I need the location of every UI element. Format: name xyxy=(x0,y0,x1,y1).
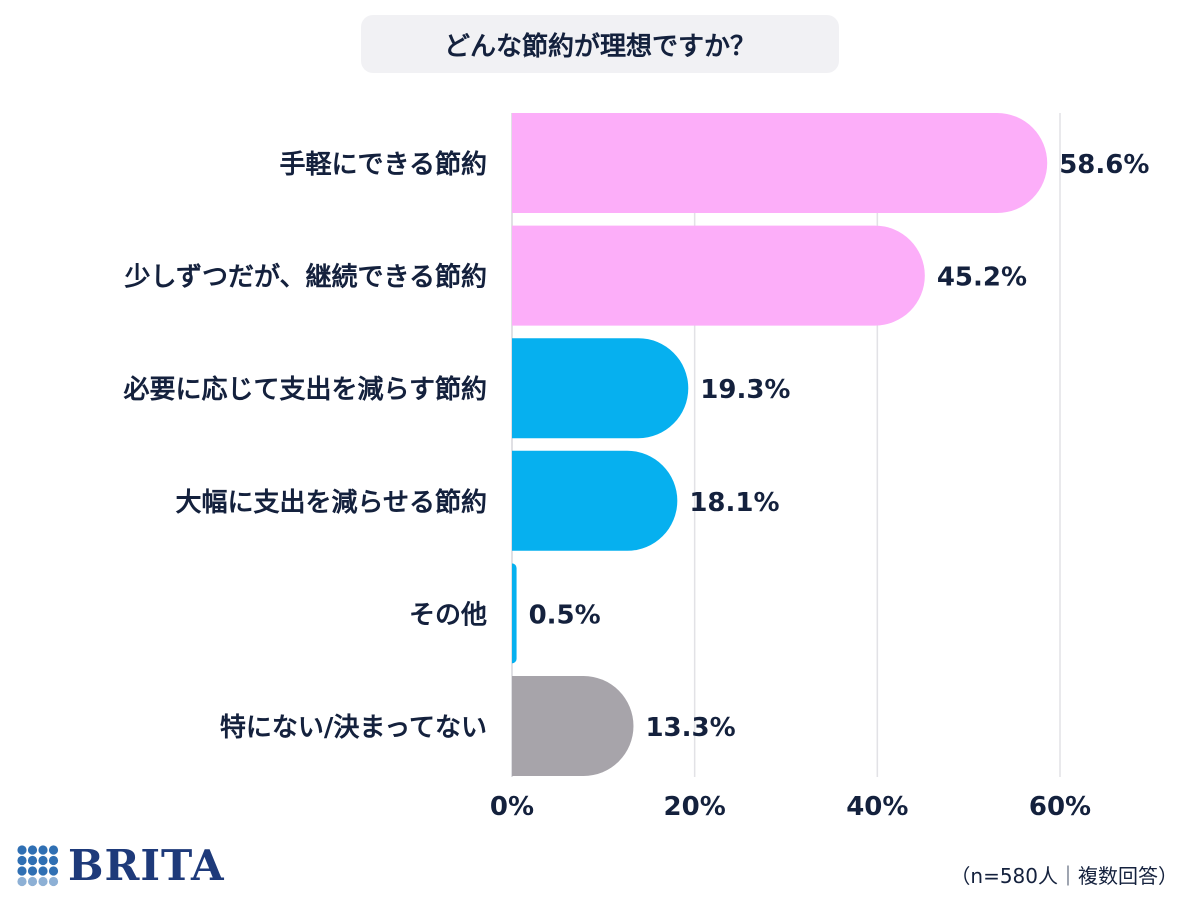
x-tick-label: 0% xyxy=(490,792,534,822)
value-label: 58.6% xyxy=(1059,150,1149,180)
category-label: 大幅に支出を減らせる節約 xyxy=(176,487,487,518)
category-label: 手軽にできる節約 xyxy=(280,149,487,180)
bar xyxy=(512,338,689,439)
value-label: 19.3% xyxy=(700,375,790,405)
logo-dot xyxy=(38,866,48,876)
chart-title: どんな節約が理想ですか？ xyxy=(361,15,839,73)
logo-dot xyxy=(17,876,27,887)
bar xyxy=(512,450,678,551)
value-label: 13.3% xyxy=(645,713,735,743)
logo-text: BRITA xyxy=(68,841,225,890)
logo-dots-icon xyxy=(17,845,59,887)
sample-note: （n=580人｜複数回答） xyxy=(950,864,1178,888)
value-label: 0.5% xyxy=(529,600,601,630)
x-tick-label: 20% xyxy=(664,792,726,822)
bar xyxy=(512,676,634,776)
logo-dot xyxy=(48,845,59,855)
logo-dot xyxy=(48,876,59,887)
logo-dot xyxy=(48,866,59,876)
category-label: 必要に応じて支出を減らす節約 xyxy=(124,374,487,405)
brita-logo: BRITA xyxy=(16,843,225,889)
value-label: 45.2% xyxy=(937,263,1027,293)
bar xyxy=(512,113,1048,213)
logo-dot xyxy=(38,845,48,855)
category-label: 特にない/決まってない xyxy=(220,712,487,743)
logo-dot xyxy=(27,855,38,866)
x-tick-label: 40% xyxy=(846,792,908,822)
logo-dot xyxy=(27,866,38,876)
logo-dot xyxy=(17,866,27,876)
logo-dot xyxy=(38,876,48,887)
logo-dot xyxy=(17,845,27,855)
category-label: その他 xyxy=(409,600,487,630)
logo-dot xyxy=(27,876,38,887)
x-tick-label: 60% xyxy=(1029,792,1091,822)
logo-dot xyxy=(38,855,48,866)
logo-dot xyxy=(17,855,27,866)
logo-dot xyxy=(48,855,59,866)
bar xyxy=(512,563,517,664)
value-label: 18.1% xyxy=(689,488,779,518)
logo-dot xyxy=(27,845,38,855)
bar xyxy=(512,225,925,326)
category-label: 少しずつだが、継続できる節約 xyxy=(124,262,487,293)
